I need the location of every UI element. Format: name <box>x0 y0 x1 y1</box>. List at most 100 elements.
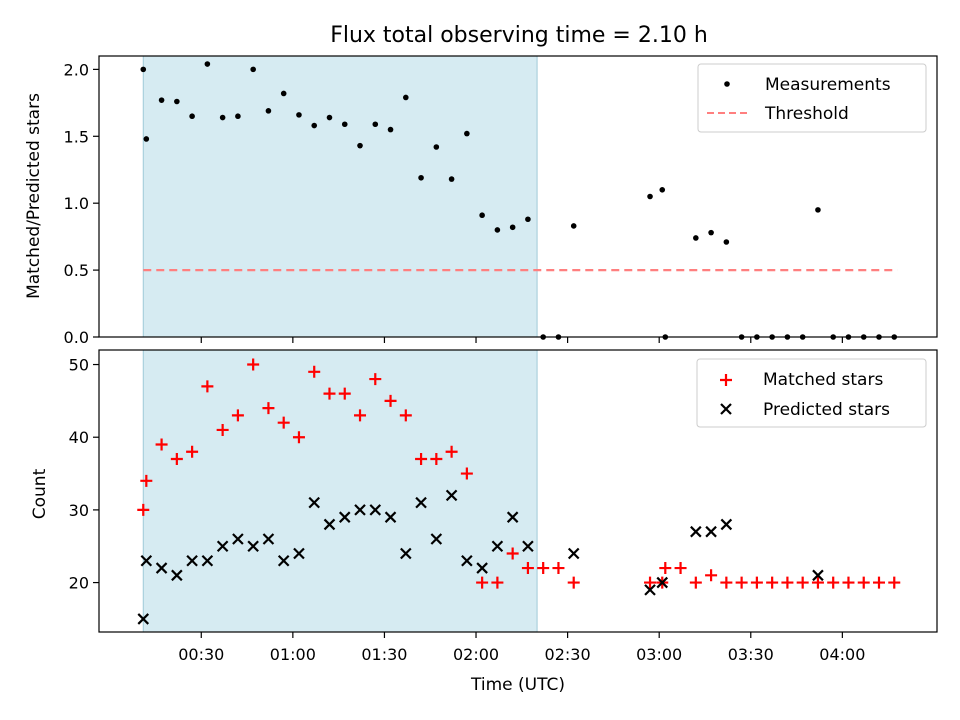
matched-stars-point <box>888 576 901 589</box>
predicted-stars-point <box>155 562 168 574</box>
predicted-stars-point <box>262 533 275 545</box>
bottom-observing-span <box>142 349 538 633</box>
predicted-stars-point <box>476 562 488 574</box>
bot-y-tick-label: 20 <box>69 574 89 593</box>
measurement-point <box>403 94 409 101</box>
matched-stars-point <box>140 474 153 487</box>
bot-y-tick-label: 30 <box>69 501 89 520</box>
predicted-stars-point <box>232 533 244 545</box>
measurement-point <box>280 90 287 97</box>
top-axes-frame <box>98 55 938 338</box>
measurement-point <box>433 144 440 150</box>
top-y-axis: 0.0 0.5 1.0 1.5 2.0 <box>64 60 99 347</box>
matched-stars-point <box>689 576 702 589</box>
predicted-stars-point <box>384 511 397 523</box>
predicted-stars-point <box>186 554 198 567</box>
measurement-point <box>140 66 147 73</box>
x-tick-label: 01:00 <box>270 645 316 664</box>
measurement-point <box>494 227 501 233</box>
matched-stars-point <box>292 431 305 444</box>
predicted-stars-point <box>656 576 669 589</box>
measurement-point <box>647 193 653 200</box>
measurement-point <box>525 216 531 223</box>
predicted-stars-point <box>277 554 290 567</box>
matched-stars-point <box>201 380 214 393</box>
matched-stars-point <box>491 576 504 589</box>
matched-stars-point <box>537 562 550 575</box>
measurement-point <box>723 239 730 245</box>
legend-measurements-marker <box>724 81 730 87</box>
matched-stars-point <box>750 576 763 589</box>
matched-stars-point <box>476 576 489 589</box>
predicted-stars-point <box>308 496 321 509</box>
legend-matched-marker <box>720 374 732 386</box>
predicted-stars-point <box>461 554 473 567</box>
measurement-point <box>708 229 714 236</box>
top-legend-box <box>697 63 927 133</box>
matched-stars-point <box>308 365 321 378</box>
predicted-stars-point <box>171 569 183 582</box>
predicted-stars-point <box>705 525 717 538</box>
matched-stars-point <box>262 402 275 415</box>
measurement-point <box>204 61 211 67</box>
matched-stars-point <box>216 423 229 436</box>
bottom-y-axis: 20 30 40 50 <box>69 356 99 593</box>
predicted-stars-point <box>369 504 382 516</box>
x-tick-label: 04:00 <box>819 645 865 664</box>
bottom-x-axis: 00:30 01:00 01:30 02:00 02:30 03:00 03:30 04:00 <box>178 632 865 664</box>
measurement-point <box>387 126 394 133</box>
matched-stars-point <box>170 453 183 466</box>
matched-stars-point <box>811 576 824 589</box>
predicted-stars-point <box>522 540 534 553</box>
matched-stars-point <box>842 576 855 589</box>
measurement-point <box>815 207 821 213</box>
matched-stars-point <box>857 576 870 589</box>
bot-y-tick-label: 50 <box>69 356 89 375</box>
predicted-stars-point <box>430 533 443 545</box>
measurement-point <box>509 224 516 231</box>
measurement-point <box>143 136 150 142</box>
x-tick-label: 03:30 <box>728 645 774 664</box>
matched-stars-point <box>659 562 672 575</box>
measurement-point <box>479 212 485 219</box>
matched-stars-point <box>247 358 260 371</box>
matched-stars-point <box>369 373 382 386</box>
measurement-point <box>219 114 226 121</box>
measurement-point <box>158 97 165 103</box>
measurement-point <box>189 113 195 120</box>
measurement-point <box>570 223 577 229</box>
top-panel: 0.00.51.01.52.0 Matched/Predicted stars … <box>24 55 938 347</box>
measurement-point <box>418 174 424 181</box>
measurement-point <box>311 122 318 129</box>
bottom-legend-box <box>696 358 927 428</box>
top-y-tick-label: 2.0 <box>64 60 89 79</box>
x-tick-label: 02:30 <box>545 645 591 664</box>
matched-stars-point <box>137 503 150 516</box>
legend-predicted-label: Predicted stars <box>763 400 890 420</box>
matched-stars-point <box>186 445 199 458</box>
top-observing-span <box>142 55 538 338</box>
predicted-stars-point <box>400 547 412 560</box>
predicted-stars-point <box>201 554 214 567</box>
matched-stars-point <box>415 453 428 466</box>
matched-stars-point <box>430 453 443 466</box>
predicted-stars-point <box>293 547 305 560</box>
measurement-point <box>357 142 363 149</box>
matched-stars-point <box>506 547 519 560</box>
legend-predicted-marker <box>720 403 732 415</box>
predicted-stars-point <box>720 518 733 531</box>
matched-stars-point <box>872 576 885 589</box>
matched-stars-point <box>735 576 748 589</box>
matched-stars-point <box>155 438 168 451</box>
matched-stars-point <box>521 562 534 575</box>
measurement-point <box>174 98 180 105</box>
matched-stars-point <box>323 387 336 400</box>
matched-stars-point <box>338 387 351 400</box>
measurement-point <box>265 108 272 114</box>
matched-stars-point <box>384 394 397 407</box>
predicted-stars-point <box>812 569 824 582</box>
x-tick-label: 01:30 <box>361 645 407 664</box>
chart-title: Flux total observing time = 2.10 h <box>330 23 708 48</box>
matched-stars-point <box>354 409 367 422</box>
